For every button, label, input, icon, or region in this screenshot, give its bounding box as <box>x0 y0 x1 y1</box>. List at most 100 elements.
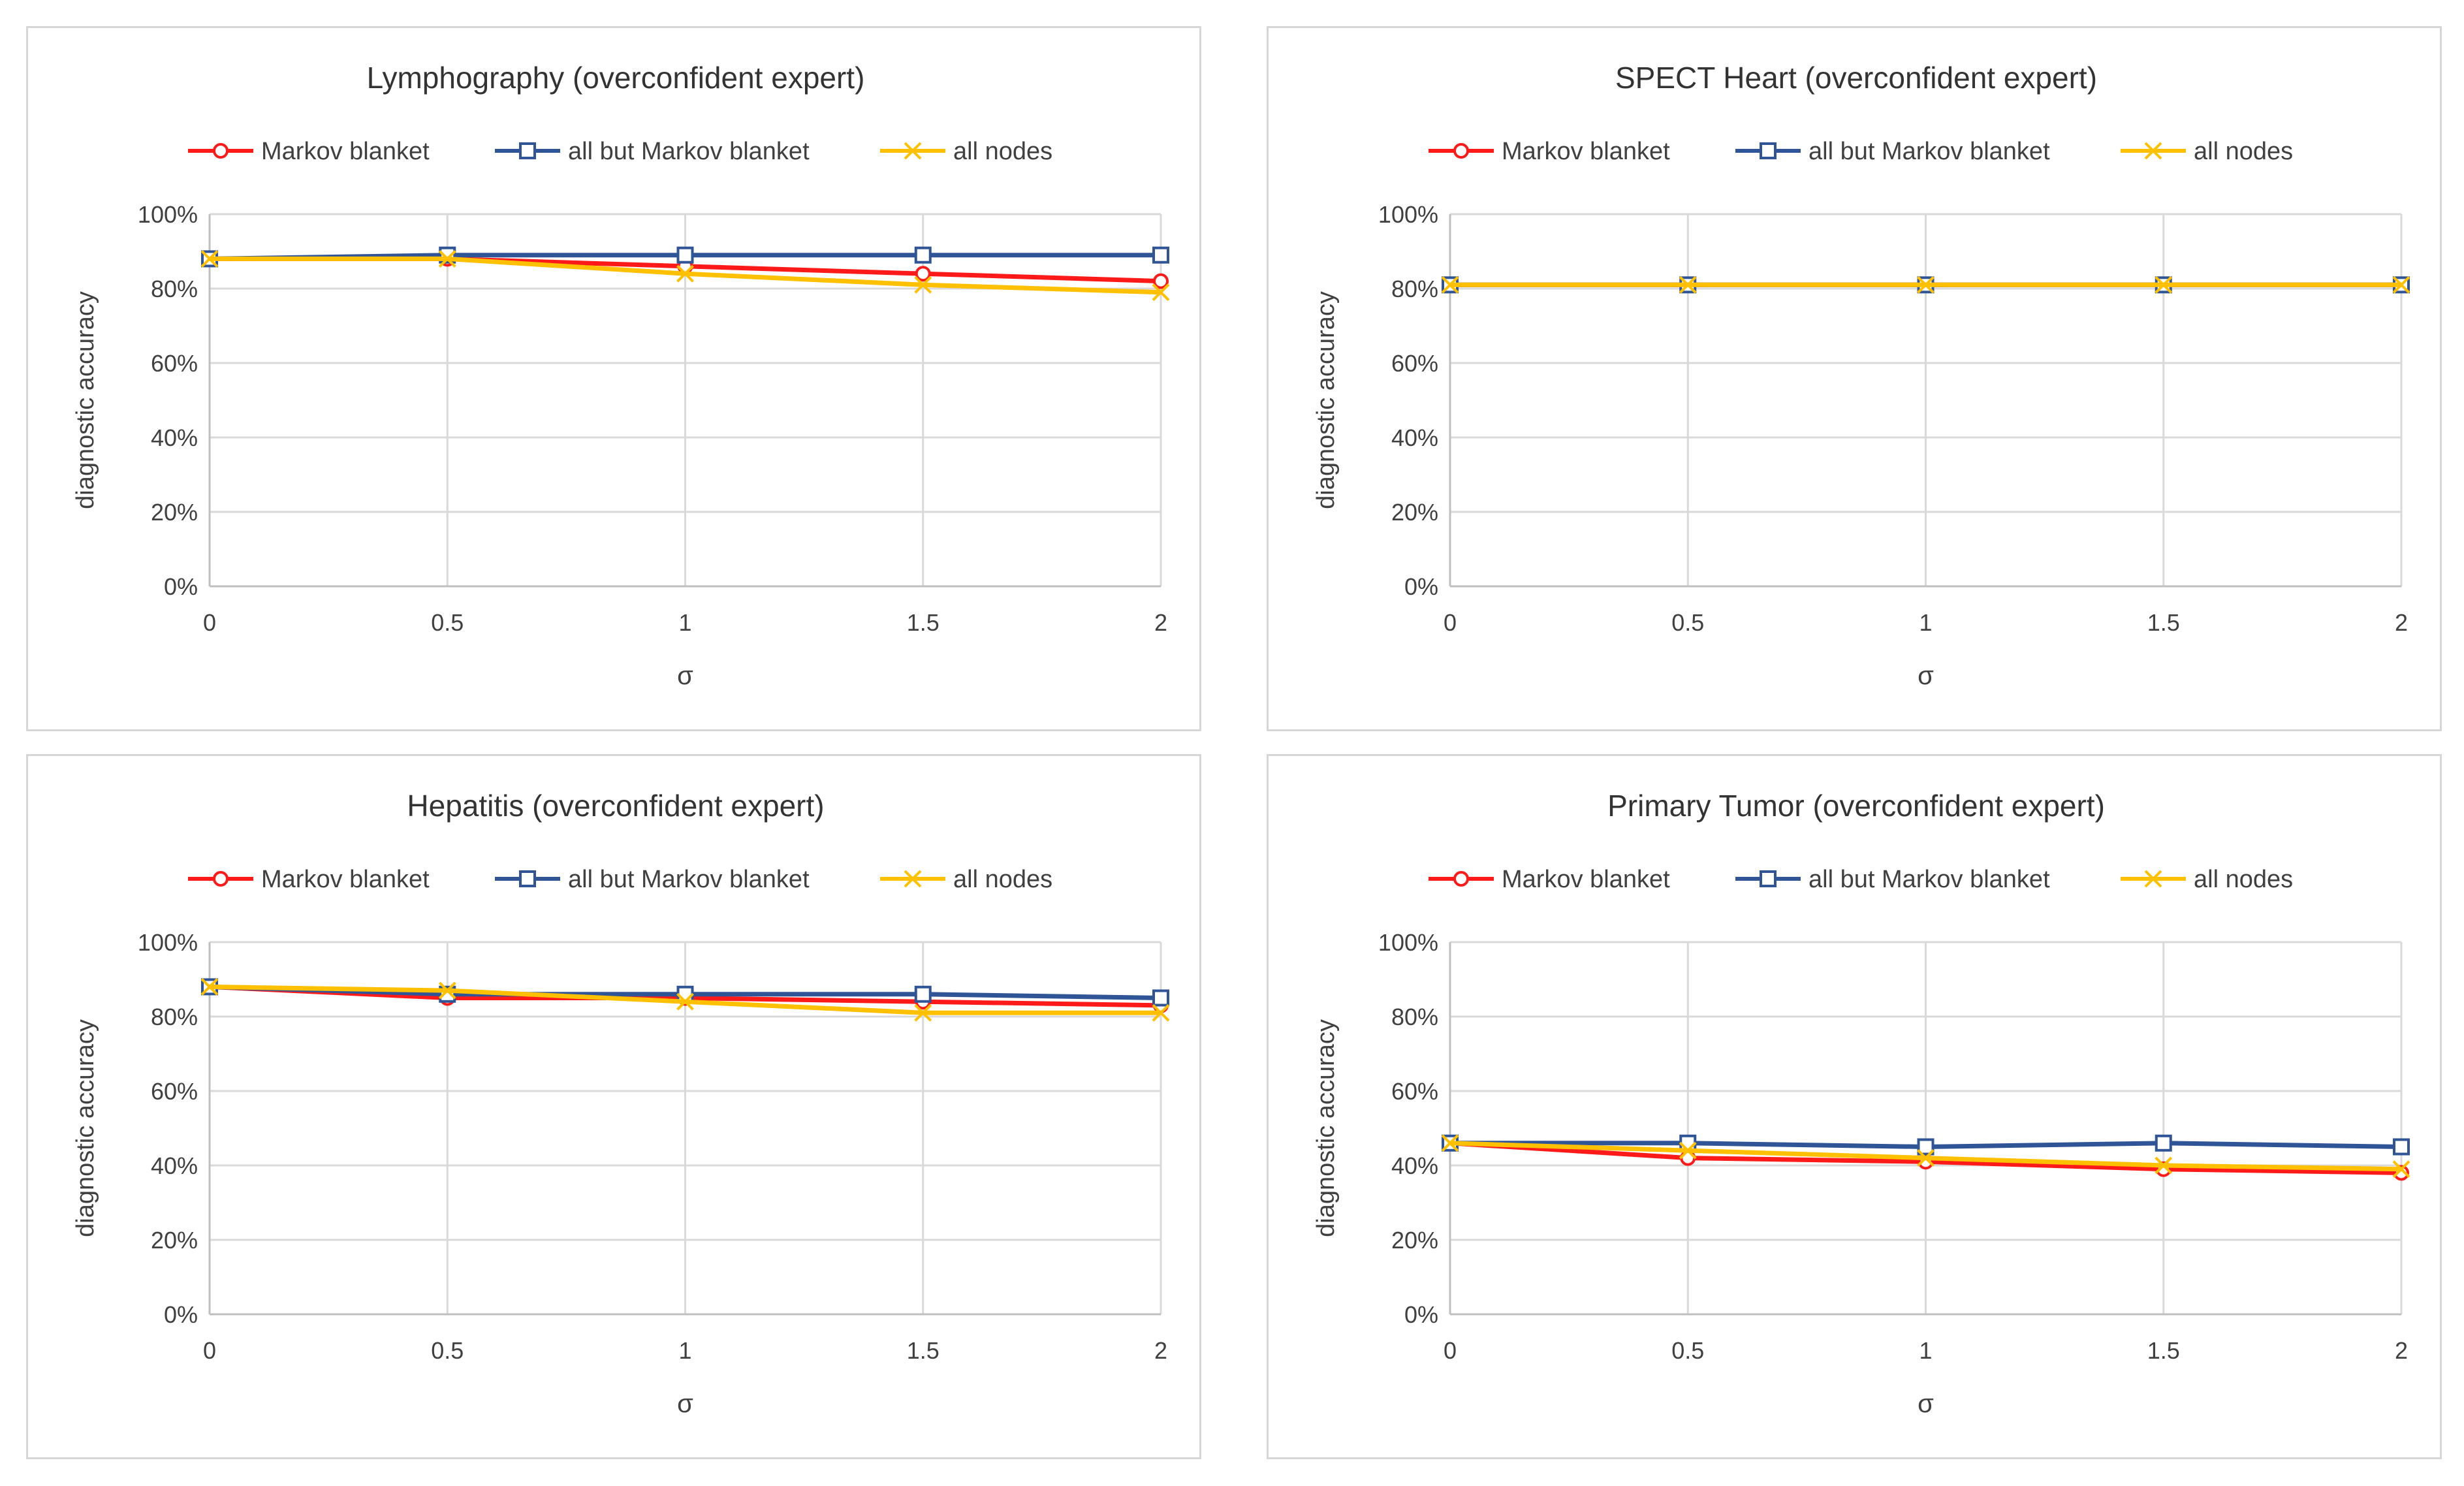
y-tick-label: 100% <box>1378 201 1438 228</box>
data-point <box>1917 1138 1935 1156</box>
data-point <box>1152 283 1170 302</box>
legend-marker <box>904 142 922 160</box>
x-tick-label: 0 <box>203 1337 216 1364</box>
y-tick-label: 40% <box>151 1152 198 1179</box>
x-tick-label: 1.5 <box>2147 609 2180 636</box>
data-point <box>2155 276 2173 294</box>
y-axis-title: diagnostic accuracy <box>1312 1019 1340 1237</box>
data-point <box>2155 1134 2172 1152</box>
chart-title: Hepatitis (overconfident expert) <box>407 789 824 823</box>
legend-item-markov-blanket: Markov blanket <box>188 866 430 893</box>
legend-marker <box>1453 143 1469 159</box>
legend-label: Markov blanket <box>1502 866 1670 893</box>
data-point <box>676 264 694 283</box>
data-point <box>1152 989 1169 1007</box>
legend-item-markov-blanket: Markov blanket <box>1429 138 1670 165</box>
legend-label: Markov blanket <box>261 866 430 893</box>
y-tick-label: 80% <box>151 1004 198 1030</box>
chart-panel-primary-tumor: Primary Tumor (overconfident expert) Mark… <box>1267 754 2442 1459</box>
data-point <box>2392 1160 2410 1178</box>
data-point <box>2392 276 2410 294</box>
y-axis-title: diagnostic accuracy <box>72 291 99 509</box>
y-tick-label: 0% <box>1404 1301 1438 1328</box>
data-point <box>2155 1156 2173 1175</box>
data-point <box>1917 276 1935 294</box>
data-point <box>1441 1134 1459 1152</box>
x-tick-label: 2 <box>2395 1337 2408 1364</box>
x-tick-label: 1 <box>1919 609 1932 636</box>
series-all-nodes <box>1441 276 2410 294</box>
y-tick-label: 20% <box>1391 1227 1438 1254</box>
legend-item-markov-blanket: Markov blanket <box>188 138 430 165</box>
legend-label: all nodes <box>953 866 1052 893</box>
gridlines <box>1449 941 2403 1316</box>
chart-title: Primary Tumor (overconfident expert) <box>1607 789 2105 823</box>
legend-marker <box>1760 870 1777 887</box>
legend-label: all but Markov blanket <box>568 138 810 165</box>
legend-marker <box>519 142 536 159</box>
data-point <box>914 985 932 1003</box>
y-tick-label: 60% <box>1391 1078 1438 1105</box>
y-tick-label: 0% <box>164 573 198 600</box>
y-axis-title: diagnostic accuracy <box>1312 291 1340 509</box>
y-tick-label: 80% <box>1391 276 1438 302</box>
series-all-but-markov-blanket <box>1442 1134 2410 1156</box>
x-tick-label: 0.5 <box>431 1337 464 1364</box>
y-tick-label: 60% <box>151 1078 198 1105</box>
x-tick-label: 0.5 <box>1671 1337 1704 1364</box>
data-point <box>200 249 219 268</box>
x-tick-label: 0.5 <box>431 609 464 636</box>
data-point <box>914 276 932 294</box>
chart-panel-spect-heart: SPECT Heart (overconfident expert) Markov… <box>1267 26 2442 731</box>
data-point <box>1152 1004 1170 1022</box>
x-tick-label: 2 <box>1154 1337 1167 1364</box>
legend-item-all-nodes: all nodes <box>2121 866 2293 893</box>
legend-label: all but Markov blanket <box>1809 138 2050 165</box>
x-tick-label: 1 <box>678 609 691 636</box>
y-tick-label: 60% <box>151 350 198 377</box>
x-tick-label: 0.5 <box>1671 609 1704 636</box>
data-point <box>676 246 694 264</box>
data-point <box>1679 1141 1697 1160</box>
y-tick-label: 40% <box>151 424 198 451</box>
x-tick-label: 1 <box>1919 1337 1932 1364</box>
legend-label: all nodes <box>2194 138 2293 165</box>
chart-title: SPECT Heart (overconfident expert) <box>1615 61 2097 95</box>
legend-item-all-nodes: all nodes <box>880 138 1052 165</box>
data-point <box>1152 246 1169 264</box>
data-point <box>914 1004 932 1022</box>
legend-item-all-but-markov-blanket: all but Markov blanket <box>495 866 810 893</box>
data-point <box>914 246 932 264</box>
y-tick-label: 20% <box>151 499 198 526</box>
x-tick-label: 0 <box>1444 609 1457 636</box>
y-tick-label: 80% <box>1391 1004 1438 1030</box>
x-tick-label: 0 <box>203 609 216 636</box>
y-tick-label: 60% <box>1391 350 1438 377</box>
legend-item-all-but-markov-blanket: all but Markov blanket <box>495 138 810 165</box>
legend-marker <box>213 871 229 887</box>
legend-item-all-but-markov-blanket: all but Markov blanket <box>1735 866 2050 893</box>
y-tick-label: 100% <box>1378 929 1438 956</box>
x-axis-title: σ <box>1918 661 1934 690</box>
data-point <box>2393 1138 2410 1156</box>
legend-label: all nodes <box>953 138 1052 165</box>
y-tick-label: 40% <box>1391 424 1438 451</box>
line-chart: Primary Tumor (overconfident expert) Mark… <box>1312 789 2410 1418</box>
data-point <box>1441 276 1459 294</box>
x-tick-label: 2 <box>2395 609 2408 636</box>
series-all-nodes <box>200 249 1170 302</box>
line-chart: Hepatitis (overconfident expert) Markov b… <box>72 789 1170 1418</box>
y-axis-title: diagnostic accuracy <box>72 1019 99 1237</box>
legend-label: Markov blanket <box>261 138 430 165</box>
series-all-but-markov-blanket <box>201 246 1169 268</box>
x-tick-label: 1.5 <box>2147 1337 2180 1364</box>
legend-item-all-nodes: all nodes <box>2121 138 2293 165</box>
x-tick-label: 2 <box>1154 609 1167 636</box>
y-tick-label: 0% <box>164 1301 198 1328</box>
legend-marker <box>2144 870 2162 888</box>
x-tick-label: 1 <box>678 1337 691 1364</box>
x-axis-title: σ <box>677 1389 693 1418</box>
series-all-nodes <box>200 977 1170 1022</box>
legend-marker <box>904 870 922 888</box>
